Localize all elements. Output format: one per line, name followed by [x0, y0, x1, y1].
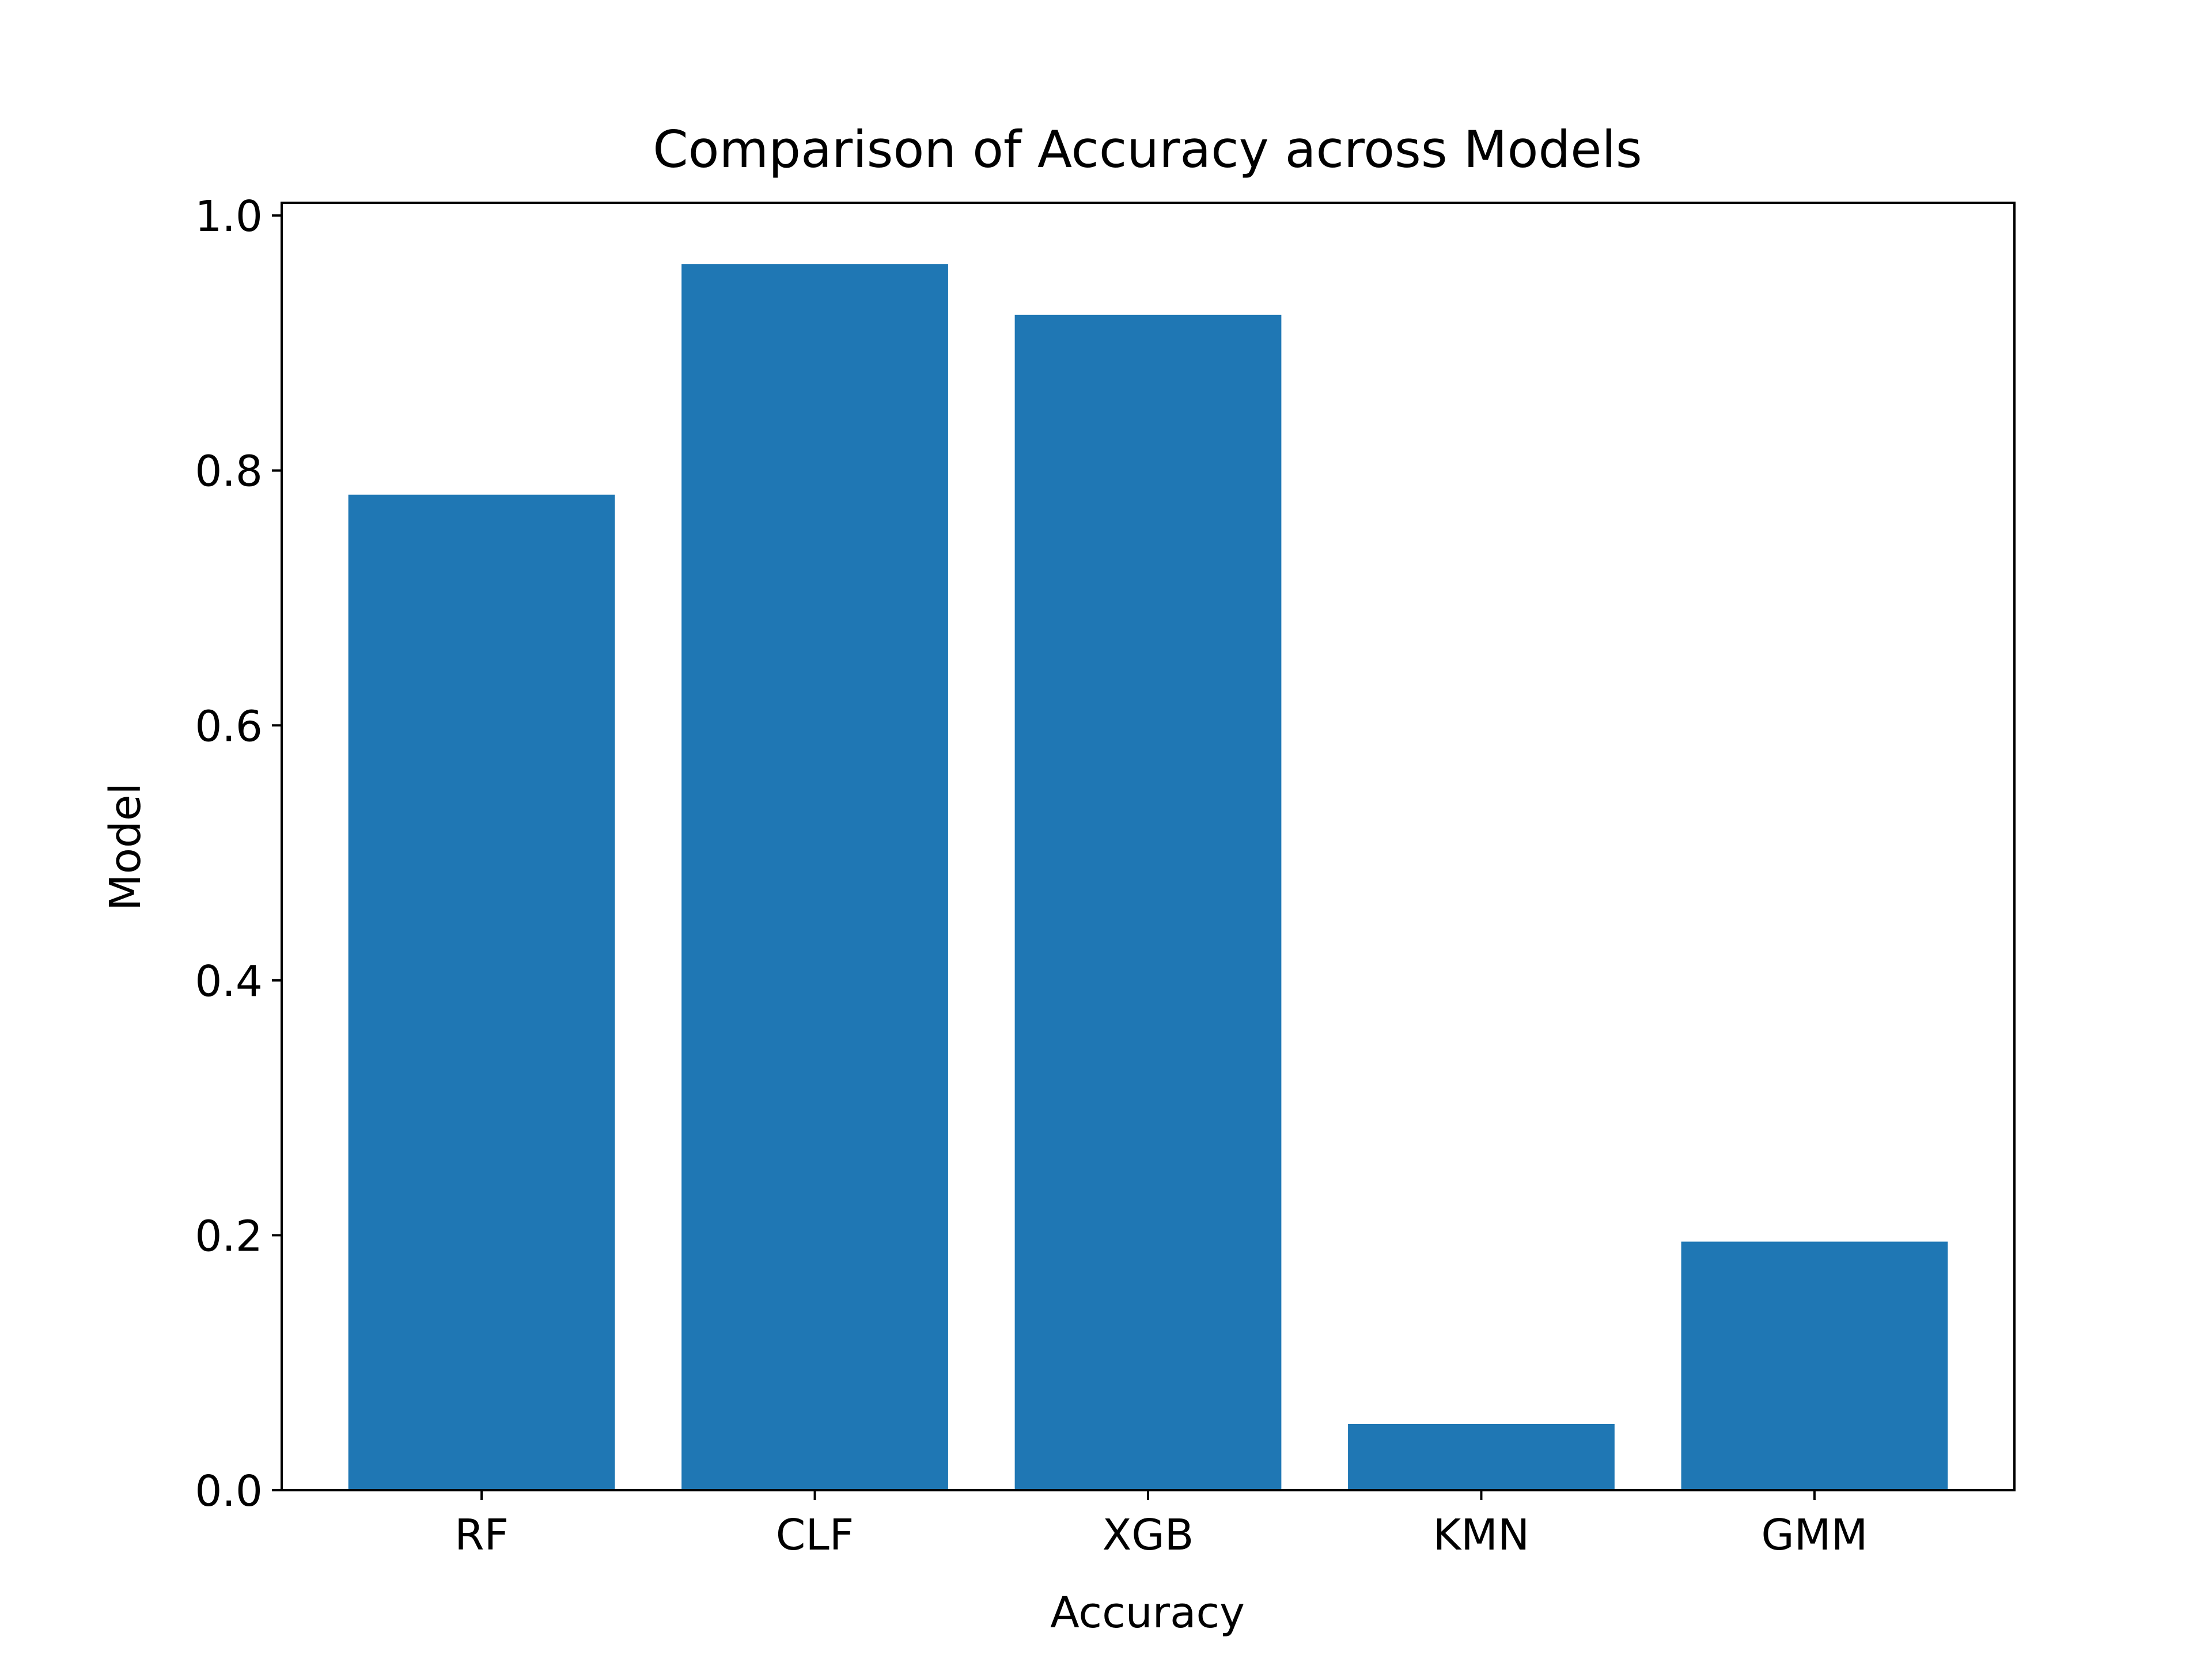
x-tick-label-kmn: KMN: [1433, 1510, 1530, 1560]
x-axis-label: Accuracy: [1050, 1588, 1245, 1638]
bar-gmm: [1681, 1241, 1948, 1490]
bar-kmn: [1348, 1423, 1615, 1490]
bars-group: [348, 264, 1948, 1491]
x-tick-label-rf: RF: [454, 1510, 509, 1560]
bar-xgb: [1014, 315, 1282, 1490]
y-tick-label: 0.0: [195, 1467, 263, 1516]
bar-clf: [681, 264, 948, 1491]
plot-frame: [281, 202, 2016, 1491]
x-tick-label-xgb: XGB: [1103, 1510, 1194, 1560]
x-axis-ticks: RF CLF XGB KMN GMM: [454, 1490, 1868, 1560]
y-axis-label: Model: [101, 783, 150, 911]
chart-title: Comparison of Accuracy across Models: [653, 120, 1642, 179]
y-tick-label: 1.0: [195, 192, 263, 241]
y-tick-label: 0.8: [195, 447, 263, 497]
x-tick-label-gmm: GMM: [1761, 1510, 1868, 1560]
y-tick-label: 0.6: [195, 702, 263, 751]
bar-rf: [348, 494, 615, 1490]
y-tick-label: 0.4: [195, 957, 263, 1006]
y-tick-label: 0.2: [195, 1211, 263, 1261]
y-axis-ticks: 0.0 0.2 0.4 0.6 0.8 1.0: [195, 192, 282, 1516]
x-tick-label-clf: CLF: [776, 1510, 854, 1560]
